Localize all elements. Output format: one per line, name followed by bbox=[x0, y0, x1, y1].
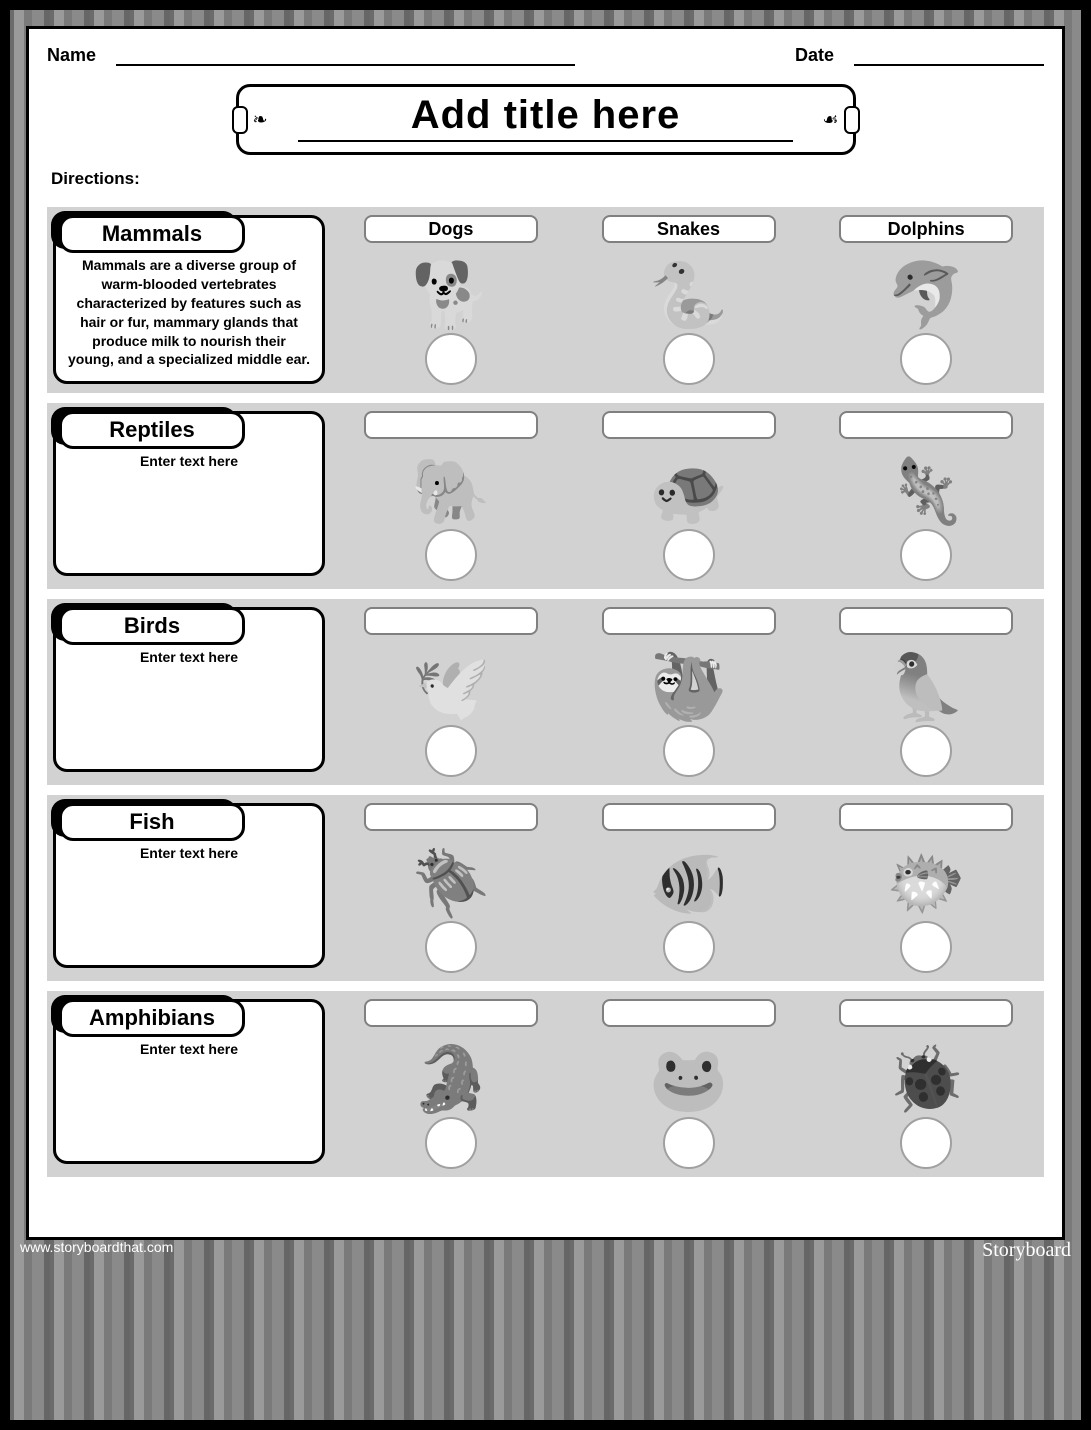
animal-label[interactable] bbox=[839, 411, 1013, 439]
title-text[interactable]: Add title here bbox=[277, 93, 815, 138]
animal-column: Snakes 🐍 bbox=[577, 215, 801, 385]
animal-image: 🐸 bbox=[619, 1031, 759, 1127]
page-footer: www.storyboardthat.com Storyboard bbox=[20, 1239, 1071, 1262]
animal-image: 🕊️ bbox=[381, 639, 521, 735]
worksheet-page: Name Date ❧ Add title here ☙ Directions:… bbox=[26, 26, 1065, 1240]
animal-image: 🦜 bbox=[856, 639, 996, 735]
animal-label[interactable] bbox=[602, 607, 776, 635]
animal-label[interactable] bbox=[602, 999, 776, 1027]
title-underline bbox=[298, 140, 793, 142]
animal-label[interactable] bbox=[839, 803, 1013, 831]
date-input-line[interactable] bbox=[854, 46, 1044, 66]
category-title[interactable]: Birds bbox=[59, 607, 245, 645]
animal-image: 🦎 bbox=[856, 443, 996, 539]
animal-image: 🐕 bbox=[381, 247, 521, 343]
animal-label[interactable]: Snakes bbox=[602, 215, 776, 243]
animal-column: 🐊 bbox=[339, 999, 563, 1169]
animal-image: 🐡 bbox=[856, 835, 996, 931]
animal-column: 🐠 bbox=[577, 803, 801, 973]
animal-label[interactable] bbox=[364, 999, 538, 1027]
animal-image: 🪲 bbox=[381, 835, 521, 931]
animal-image: 🐬 bbox=[856, 247, 996, 343]
animal-label[interactable] bbox=[364, 803, 538, 831]
category-title[interactable]: Reptiles bbox=[59, 411, 245, 449]
animal-column: 🐞 bbox=[814, 999, 1038, 1169]
category-box: Enter text hereBirds bbox=[53, 607, 325, 777]
category-title[interactable]: Fish bbox=[59, 803, 245, 841]
category-title[interactable]: Amphibians bbox=[59, 999, 245, 1037]
category-row: Enter text hereBirds 🕊️ 🦥 🦜 bbox=[47, 599, 1044, 785]
animal-image: 🦥 bbox=[619, 639, 759, 735]
category-row: Enter text hereFish 🪲 🐠 🐡 bbox=[47, 795, 1044, 981]
animal-label[interactable]: Dolphins bbox=[839, 215, 1013, 243]
animal-column: Dogs 🐕 bbox=[339, 215, 563, 385]
title-frame[interactable]: ❧ Add title here ☙ bbox=[236, 84, 856, 155]
footer-url: www.storyboardthat.com bbox=[20, 1239, 173, 1262]
animal-label[interactable] bbox=[602, 411, 776, 439]
animal-column: 🐸 bbox=[577, 999, 801, 1169]
category-box: Mammals are a diverse group of warm-bloo… bbox=[53, 215, 325, 385]
name-label: Name bbox=[47, 45, 96, 66]
animal-image: 🐠 bbox=[619, 835, 759, 931]
animal-column: Dolphins 🐬 bbox=[814, 215, 1038, 385]
animal-label[interactable] bbox=[364, 607, 538, 635]
category-box: Enter text hereAmphibians bbox=[53, 999, 325, 1169]
animal-label[interactable]: Dogs bbox=[364, 215, 538, 243]
animal-image: 🐢 bbox=[619, 443, 759, 539]
animal-column: 🐡 bbox=[814, 803, 1038, 973]
header-row: Name Date bbox=[47, 45, 1044, 66]
animal-column: 🐘 bbox=[339, 411, 563, 581]
category-box: Enter text hereFish bbox=[53, 803, 325, 973]
footer-brand: Storyboard bbox=[982, 1239, 1071, 1262]
name-input-line[interactable] bbox=[116, 46, 575, 66]
animal-column: 🕊️ bbox=[339, 607, 563, 777]
animal-label[interactable] bbox=[364, 411, 538, 439]
animal-column: 🐢 bbox=[577, 411, 801, 581]
animal-label[interactable] bbox=[602, 803, 776, 831]
animal-image: 🐘 bbox=[381, 443, 521, 539]
animal-label[interactable] bbox=[839, 607, 1013, 635]
category-row: Enter text hereAmphibians 🐊 🐸 🐞 bbox=[47, 991, 1044, 1177]
animal-column: 🦎 bbox=[814, 411, 1038, 581]
category-row: Mammals are a diverse group of warm-bloo… bbox=[47, 207, 1044, 393]
animal-column: 🦜 bbox=[814, 607, 1038, 777]
animal-image: 🐊 bbox=[381, 1031, 521, 1127]
animal-label[interactable] bbox=[839, 999, 1013, 1027]
category-title[interactable]: Mammals bbox=[59, 215, 245, 253]
category-row: Enter text hereReptiles 🐘 🐢 🦎 bbox=[47, 403, 1044, 589]
animal-image: 🐞 bbox=[856, 1031, 996, 1127]
flourish-right-icon: ☙ bbox=[822, 109, 838, 130]
date-label: Date bbox=[795, 45, 834, 66]
animal-column: 🦥 bbox=[577, 607, 801, 777]
directions-label: Directions: bbox=[51, 169, 1044, 189]
animal-image: 🐍 bbox=[619, 247, 759, 343]
animal-column: 🪲 bbox=[339, 803, 563, 973]
flourish-left-icon: ❧ bbox=[253, 109, 268, 130]
category-box: Enter text hereReptiles bbox=[53, 411, 325, 581]
